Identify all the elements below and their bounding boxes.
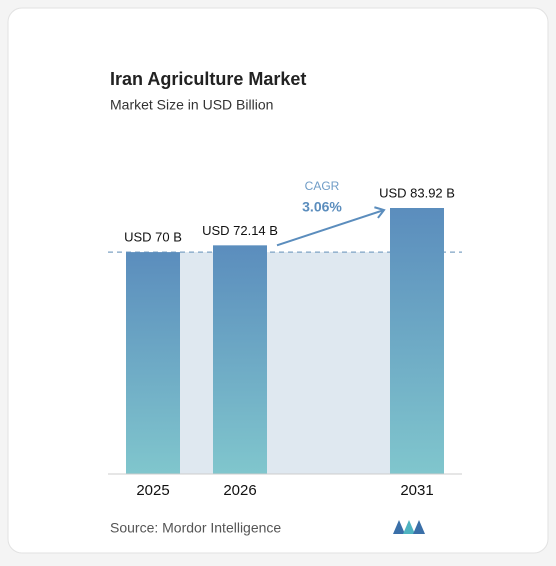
x-tick-label: 2026 <box>223 482 256 499</box>
value-label: USD 72.14 B <box>202 223 278 238</box>
value-label: USD 83.92 B <box>379 185 455 200</box>
cagr-arrow <box>276 209 385 247</box>
cagr-arrowhead <box>374 206 386 219</box>
bar <box>213 245 267 474</box>
chart-title: Iran Agriculture Market <box>110 69 306 89</box>
x-tick-label: 2025 <box>136 482 169 499</box>
chart-subtitle: Market Size in USD Billion <box>110 97 273 113</box>
x-tick-label: 2031 <box>400 482 433 499</box>
cagr-value: 3.06% <box>302 199 342 215</box>
value-label: USD 70 B <box>124 230 182 245</box>
logo <box>393 520 425 534</box>
source: Source: Mordor Intelligence <box>110 520 281 536</box>
bar <box>126 252 180 474</box>
cagr-label: CAGR <box>305 179 340 193</box>
bar <box>390 208 444 474</box>
